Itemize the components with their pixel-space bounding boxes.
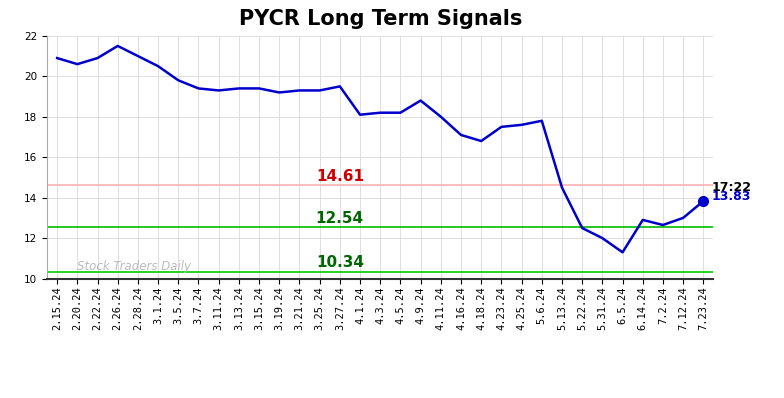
Text: Stock Traders Daily: Stock Traders Daily	[78, 260, 191, 273]
Title: PYCR Long Term Signals: PYCR Long Term Signals	[238, 9, 522, 29]
Text: 13.83: 13.83	[711, 190, 751, 203]
Text: 12.54: 12.54	[316, 211, 364, 226]
Text: 14.61: 14.61	[316, 169, 364, 184]
Text: 17:22: 17:22	[711, 181, 751, 193]
Text: 10.34: 10.34	[316, 255, 364, 270]
